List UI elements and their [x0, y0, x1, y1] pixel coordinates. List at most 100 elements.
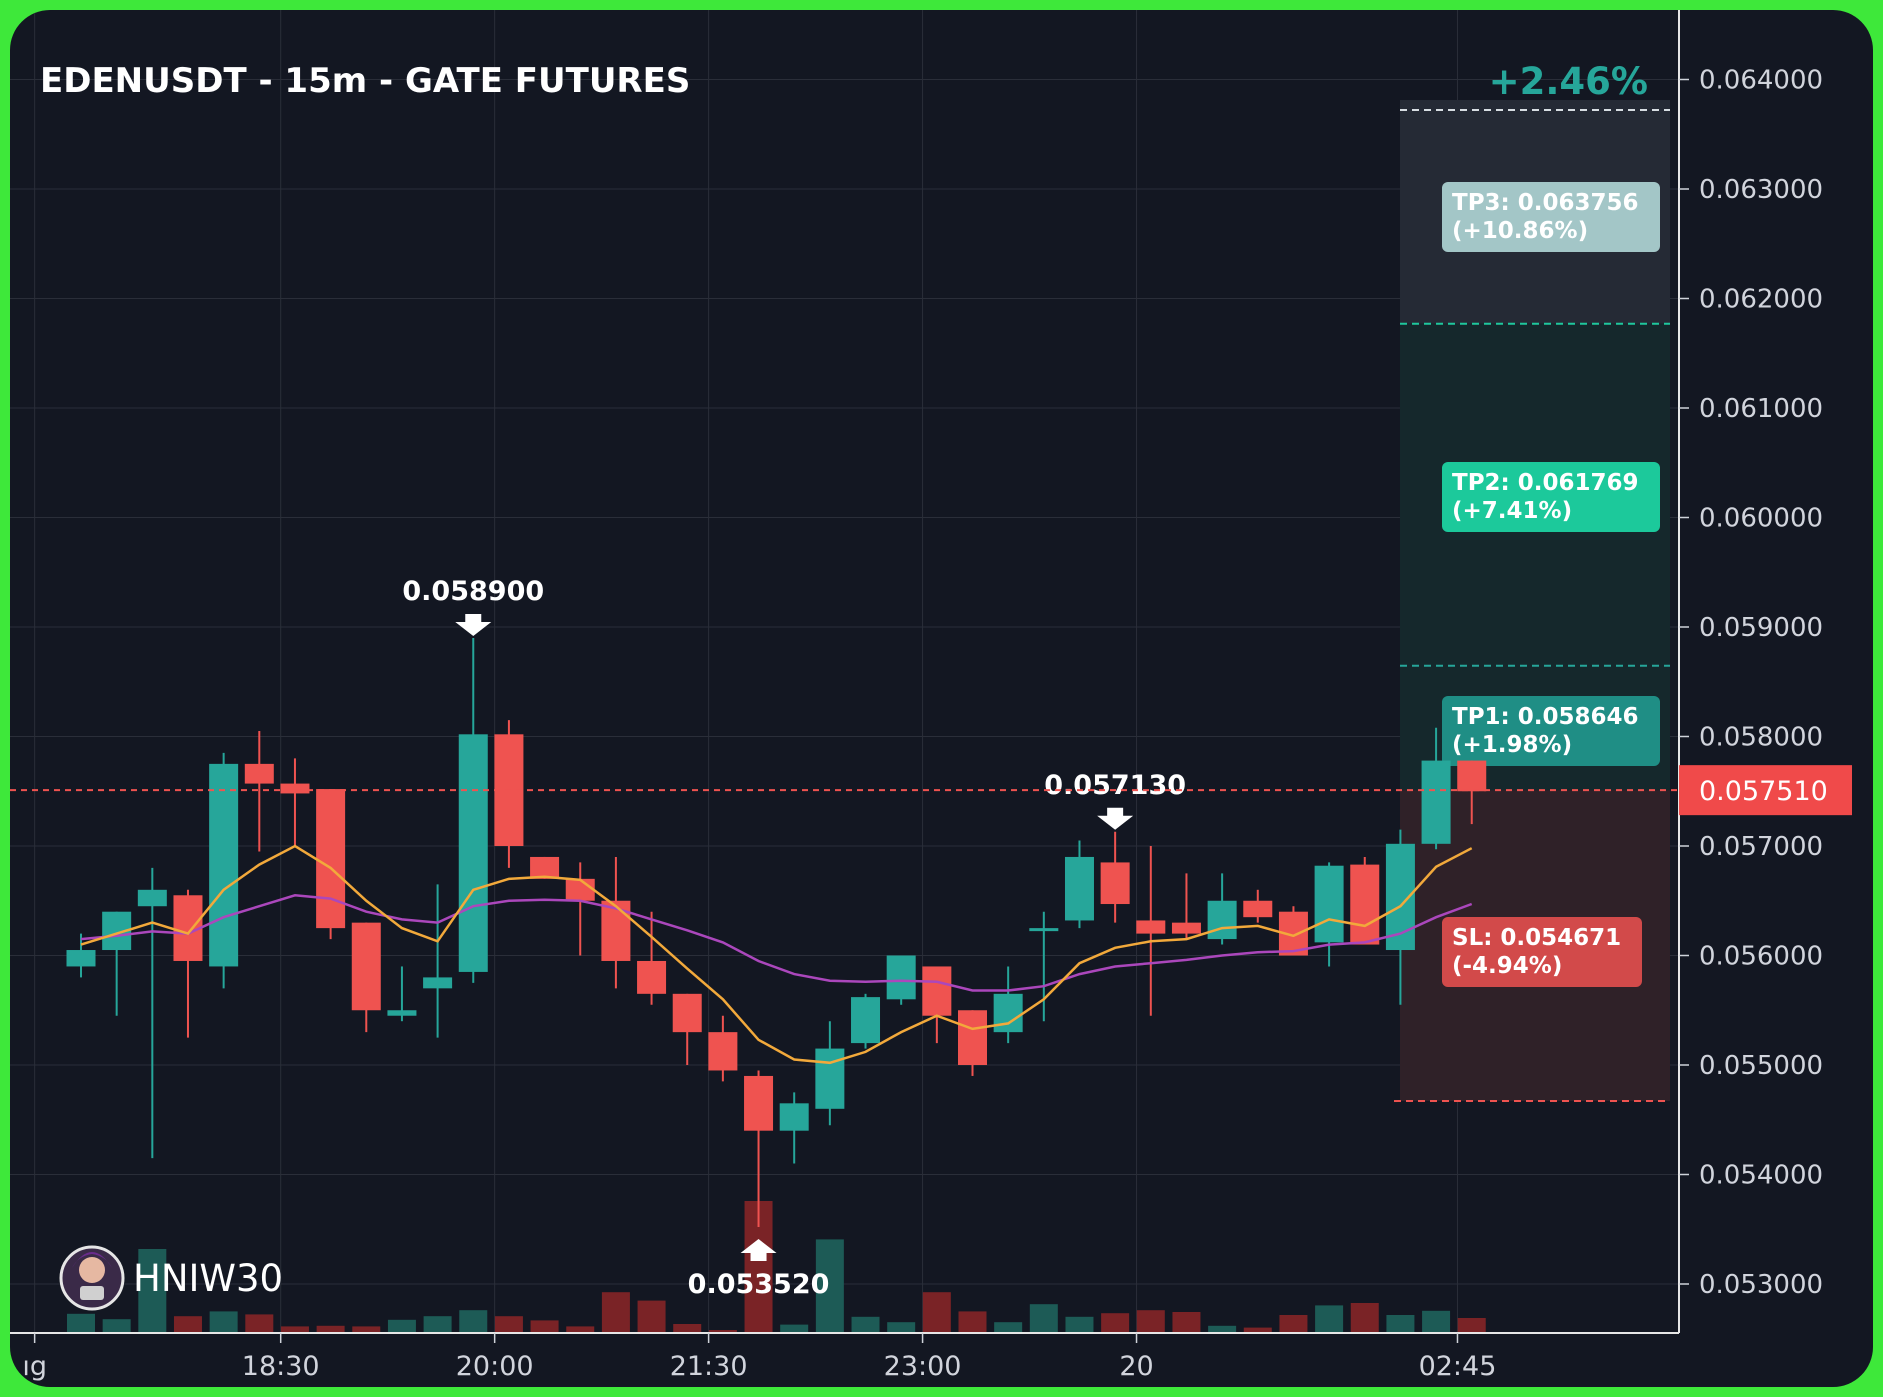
volume-bar — [851, 1316, 880, 1333]
x-tick-label: 20 — [1119, 1351, 1153, 1382]
candle-body — [851, 997, 881, 1044]
candle-body — [1171, 922, 1201, 934]
candle — [1207, 873, 1237, 945]
candle-body — [1350, 864, 1380, 945]
arrow-down-icon — [455, 613, 492, 636]
volume-bar — [922, 1292, 951, 1333]
axes: 0.064000 0.063000 0.062000 0.061000 0.060000… — [10, 10, 1852, 1382]
candle-body — [886, 955, 916, 1000]
risk-reward-zone: TP3: 0.063756(+10.86%) TP2: 0.061769(+7.4… — [1394, 100, 1670, 1103]
y-tick-label: 0.056000 — [1699, 942, 1823, 972]
annotation-label: 0.058900 — [402, 576, 544, 607]
volume-bar — [994, 1322, 1023, 1333]
candle — [851, 993, 881, 1049]
y-tick-label: 0.062000 — [1699, 285, 1823, 315]
y-tick-label: 0.060000 — [1699, 504, 1823, 534]
candle-body — [958, 1010, 987, 1065]
candle — [922, 966, 952, 1044]
candle — [708, 1015, 738, 1082]
candle-body — [744, 1075, 774, 1131]
candle — [1421, 727, 1451, 850]
volume-bar — [102, 1319, 131, 1333]
volume-series — [67, 1201, 1486, 1333]
volume-bar — [1315, 1305, 1344, 1333]
tp3-label-box — [1442, 182, 1660, 252]
candle-body — [1207, 900, 1237, 940]
arrow-up-icon — [740, 1239, 777, 1262]
tp3-pct: (+10.86%) — [1452, 218, 1588, 244]
volume-bar — [1457, 1318, 1486, 1333]
candle — [351, 922, 381, 1033]
candle — [458, 637, 488, 983]
x-tick-label: ıg — [22, 1351, 47, 1382]
moving-averages — [80, 844, 1473, 1065]
candle-body — [387, 1010, 417, 1016]
price-annotation: 0.058900 — [402, 576, 544, 636]
volume-bar — [1208, 1325, 1237, 1333]
volume-bar — [1350, 1303, 1379, 1333]
y-tick-label: 0.053000 — [1699, 1270, 1823, 1300]
candle-body — [458, 734, 488, 972]
volume-bar — [352, 1326, 381, 1333]
sl-label-box — [1442, 917, 1642, 987]
volume-bar — [530, 1320, 559, 1333]
ma-slow-line — [80, 894, 1473, 992]
volume-bar — [245, 1314, 274, 1333]
avatar-hair-icon — [72, 1252, 112, 1268]
sl-pct: (-4.94%) — [1452, 953, 1562, 979]
current-price-label: 0.057510 — [1699, 776, 1828, 807]
volume-bar — [1422, 1310, 1451, 1333]
y-tick-label: 0.057000 — [1699, 832, 1823, 862]
sl-label: SL: 0.054671 — [1452, 925, 1621, 951]
y-tick-label: 0.055000 — [1699, 1051, 1823, 1081]
watermark-label: HNIW30 — [133, 1257, 283, 1300]
candle-body — [1314, 865, 1344, 943]
candle — [1136, 846, 1166, 1016]
volume-bar — [815, 1239, 844, 1333]
candle — [209, 752, 239, 989]
candle — [280, 758, 310, 846]
volume-bar — [67, 1313, 95, 1333]
volume-bar — [209, 1311, 238, 1333]
candle — [637, 911, 667, 1005]
volume-bar — [1279, 1315, 1308, 1333]
candle-body — [209, 763, 239, 967]
x-tick-label: 02:45 — [1419, 1351, 1497, 1382]
candle — [744, 1070, 774, 1228]
candle — [423, 884, 453, 1038]
volume-bar — [566, 1326, 595, 1333]
candle — [530, 856, 560, 879]
x-tick-label: 21:30 — [670, 1351, 748, 1382]
candle-body — [244, 763, 274, 784]
y-tick-label: 0.059000 — [1699, 613, 1823, 643]
tp2-label-box — [1442, 462, 1660, 532]
volume-bar — [459, 1310, 488, 1333]
candle-series — [66, 637, 1487, 1228]
x-tick-label: 23:00 — [884, 1351, 962, 1382]
volume-bar — [708, 1330, 737, 1333]
volume-bar — [387, 1319, 416, 1333]
candle — [137, 867, 167, 1159]
tp1-label: TP1: 0.058646 — [1452, 704, 1639, 730]
candle-body — [708, 1032, 738, 1071]
candle — [1350, 856, 1380, 945]
candle-body — [1064, 856, 1094, 921]
volume-bar — [1101, 1313, 1130, 1333]
candle-body — [423, 977, 453, 989]
candle-body — [280, 783, 310, 794]
candle-body — [672, 993, 702, 1033]
annotations: 0.058900 0.057130 0.053520 — [402, 576, 1186, 1300]
volume-bar — [1136, 1310, 1165, 1333]
tp3-label: TP3: 0.063756 — [1452, 190, 1639, 216]
candle-body — [66, 950, 96, 967]
watermark: HNIW30 — [59, 1245, 283, 1311]
volume-bar — [887, 1322, 916, 1333]
candlestick-chart[interactable]: TP3: 0.063756(+10.86%) TP2: 0.061769(+7.4… — [10, 10, 1873, 1387]
candle — [958, 1010, 987, 1076]
candle — [1064, 840, 1094, 929]
candle — [815, 1021, 845, 1126]
candle — [173, 889, 203, 1038]
annotation-label: 0.053520 — [688, 1269, 830, 1300]
candle — [1100, 831, 1130, 923]
candle-body — [993, 993, 1023, 1033]
